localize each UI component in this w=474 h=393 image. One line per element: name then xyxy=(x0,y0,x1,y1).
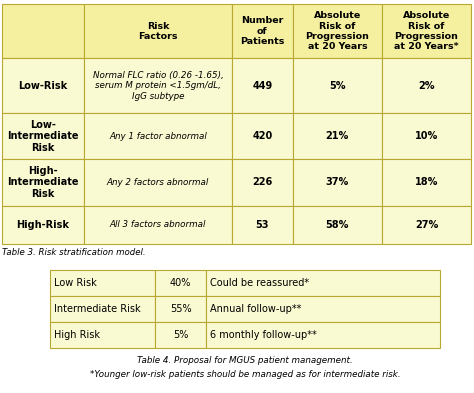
Text: Could be reassured*: Could be reassured* xyxy=(210,278,309,288)
Text: Absolute
Risk of
Progression
at 20 Years: Absolute Risk of Progression at 20 Years xyxy=(305,11,369,51)
Text: Absolute
Risk of
Progression
at 20 Years*: Absolute Risk of Progression at 20 Years… xyxy=(394,11,459,51)
Text: 5%: 5% xyxy=(173,330,188,340)
Text: All 3 factors abnormal: All 3 factors abnormal xyxy=(110,220,206,230)
Text: 27%: 27% xyxy=(415,220,438,230)
Bar xyxy=(206,322,440,348)
Text: 58%: 58% xyxy=(326,220,349,230)
Bar xyxy=(2,206,84,244)
Text: Table 3. Risk stratification model.: Table 3. Risk stratification model. xyxy=(2,248,146,257)
Text: 2%: 2% xyxy=(418,81,435,91)
Bar xyxy=(155,322,206,348)
Bar xyxy=(293,4,382,59)
Text: High-
Intermediate
Risk: High- Intermediate Risk xyxy=(7,166,79,199)
Bar xyxy=(50,270,155,296)
Text: Annual follow-up**: Annual follow-up** xyxy=(210,304,301,314)
Bar xyxy=(2,4,84,59)
Bar xyxy=(232,4,293,59)
Bar xyxy=(50,296,155,322)
Bar xyxy=(155,270,206,296)
Text: Any 2 factors abnormal: Any 2 factors abnormal xyxy=(107,178,209,187)
Text: 21%: 21% xyxy=(326,131,349,141)
Text: Risk
Factors: Risk Factors xyxy=(138,22,178,41)
Text: 449: 449 xyxy=(252,81,273,91)
Text: Low-Risk: Low-Risk xyxy=(18,81,68,91)
Bar xyxy=(293,159,382,206)
Text: High Risk: High Risk xyxy=(54,330,100,340)
Text: 40%: 40% xyxy=(170,278,191,288)
Bar xyxy=(206,296,440,322)
Bar xyxy=(2,159,84,206)
Bar xyxy=(382,113,471,159)
Text: Any 1 factor abnormal: Any 1 factor abnormal xyxy=(109,132,207,141)
Bar xyxy=(232,113,293,159)
Text: Intermediate Risk: Intermediate Risk xyxy=(54,304,141,314)
Bar xyxy=(84,206,232,244)
Bar xyxy=(293,206,382,244)
Bar xyxy=(293,59,382,113)
Text: Number
of
Patients: Number of Patients xyxy=(240,17,284,46)
Text: 55%: 55% xyxy=(170,304,191,314)
Bar xyxy=(293,113,382,159)
Text: 420: 420 xyxy=(252,131,273,141)
Bar xyxy=(84,113,232,159)
Text: 37%: 37% xyxy=(326,178,349,187)
Text: 53: 53 xyxy=(255,220,269,230)
Bar xyxy=(232,159,293,206)
Text: 10%: 10% xyxy=(415,131,438,141)
Bar xyxy=(232,59,293,113)
Bar xyxy=(84,159,232,206)
Bar xyxy=(382,4,471,59)
Bar xyxy=(2,59,84,113)
Text: 226: 226 xyxy=(252,178,273,187)
Text: 6 monthly follow-up**: 6 monthly follow-up** xyxy=(210,330,317,340)
Text: Low Risk: Low Risk xyxy=(54,278,97,288)
Bar xyxy=(2,113,84,159)
Bar xyxy=(84,59,232,113)
Text: High-Risk: High-Risk xyxy=(17,220,70,230)
Text: 5%: 5% xyxy=(329,81,346,91)
Text: 18%: 18% xyxy=(415,178,438,187)
Bar xyxy=(382,159,471,206)
Text: Normal FLC ratio (0.26 -1.65),
serum M protein <1.5gm/dL,
IgG subtype: Normal FLC ratio (0.26 -1.65), serum M p… xyxy=(92,71,223,101)
Bar xyxy=(382,206,471,244)
Text: Table 4. Proposal for MGUS patient management.: Table 4. Proposal for MGUS patient manag… xyxy=(137,356,353,365)
Bar xyxy=(84,4,232,59)
Bar xyxy=(206,270,440,296)
Text: Low-
Intermediate
Risk: Low- Intermediate Risk xyxy=(7,119,79,153)
Bar xyxy=(382,59,471,113)
Text: *Younger low-risk patients should be managed as for intermediate risk.: *Younger low-risk patients should be man… xyxy=(90,370,401,379)
Bar xyxy=(232,206,293,244)
Bar xyxy=(155,296,206,322)
Bar xyxy=(50,322,155,348)
